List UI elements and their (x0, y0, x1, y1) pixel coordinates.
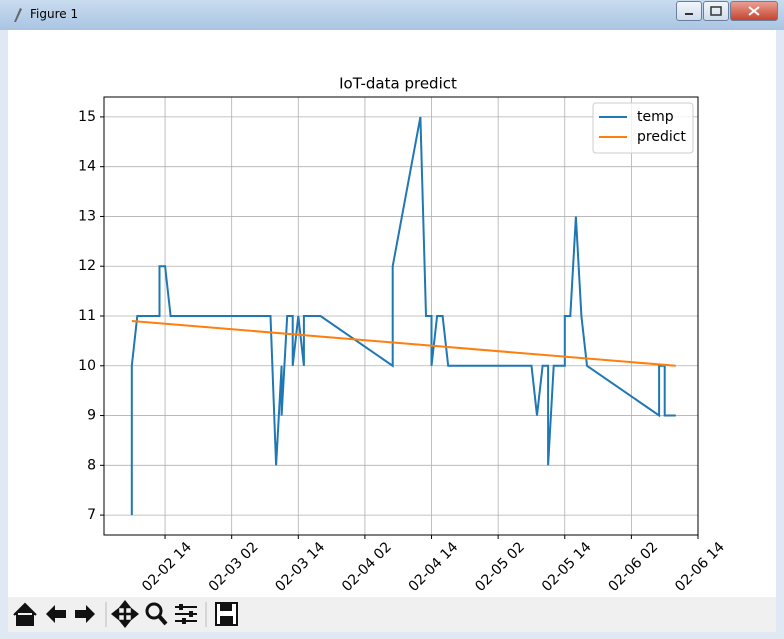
maximize-button[interactable] (703, 1, 729, 21)
home-button[interactable] (11, 600, 39, 628)
y-tick-label: 7 (87, 507, 96, 523)
x-tick-label: 02-06 02 (605, 539, 661, 595)
zoom-button[interactable] (145, 602, 168, 626)
figure-canvas: IoT-data predict 7 8 9 10 11 12 13 14 15 02-02 14… (8, 30, 776, 597)
y-tick-label: 15 (78, 109, 96, 125)
series-line (131, 320, 676, 367)
axes-frame (103, 96, 699, 536)
toolbar-icons (11, 599, 238, 629)
pan-button[interactable] (110, 599, 140, 629)
title-bar: Figure 1 (0, 0, 784, 30)
x-tick-label: 02-02 14 (139, 539, 195, 595)
minimize-button[interactable] (676, 1, 702, 21)
y-tick-label: 12 (78, 258, 96, 274)
y-tick-label: 8 (87, 457, 96, 473)
chart-title: IoT-data predict (339, 75, 457, 93)
toolbar (8, 597, 776, 632)
y-tick-label: 11 (78, 308, 96, 324)
legend-box (592, 102, 694, 154)
x-tick-label: 02-05 02 (472, 539, 528, 595)
save-button[interactable] (215, 602, 238, 626)
legend: temp predict (592, 102, 694, 154)
close-button[interactable] (730, 1, 778, 21)
y-tick-label: 9 (87, 408, 96, 424)
y-tick-label: 10 (78, 358, 96, 374)
window-title: Figure 1 (30, 7, 79, 21)
x-tick-label: 02-04 02 (339, 539, 395, 595)
configure-button[interactable] (175, 604, 197, 624)
x-tick-label: 02-06 14 (672, 539, 728, 595)
back-button[interactable] (46, 605, 66, 623)
series-line (130, 116, 676, 516)
legend-label: temp (637, 109, 674, 125)
x-tick-label: 02-04 14 (406, 539, 462, 595)
x-tick-label: 02-03 14 (272, 539, 328, 595)
y-tick-label: 13 (78, 208, 96, 224)
chart: IoT-data predict 7 8 9 10 11 12 13 14 15 02-02 14… (78, 75, 728, 595)
x-tick-label: 02-03 02 (206, 539, 262, 595)
x-tick-label: 02-05 14 (539, 539, 595, 595)
legend-label: predict (637, 129, 686, 145)
forward-button[interactable] (75, 605, 95, 623)
app-icon (14, 8, 22, 22)
y-tick-label: 14 (78, 159, 96, 175)
